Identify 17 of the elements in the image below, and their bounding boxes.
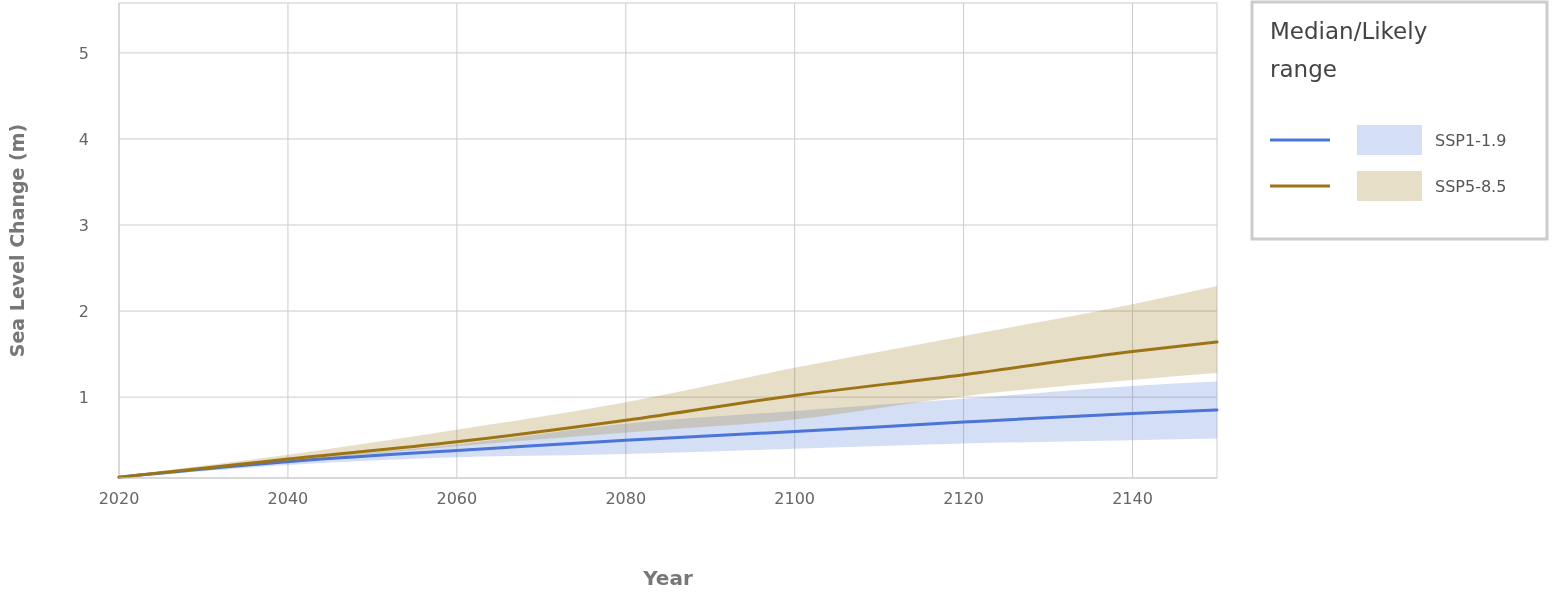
- x-axis-title: Year: [642, 566, 693, 590]
- x-tick-label: 2040: [267, 489, 309, 508]
- y-axis-title: Sea Level Change (m): [6, 123, 28, 358]
- y-tick-label: 3: [78, 216, 89, 236]
- x-tick-label: 2140: [1112, 489, 1153, 508]
- y-tick-label: 4: [78, 129, 89, 149]
- legend-title: Median/Likely range: [1270, 17, 1429, 84]
- x-tick-label: 2080: [605, 489, 647, 508]
- y-tick-label: 5: [78, 43, 89, 63]
- y-tick-label: 1: [78, 388, 89, 408]
- x-tick-label: 2020: [98, 489, 140, 508]
- x-tick-label: 2100: [774, 489, 816, 508]
- y-tick-label: 2: [78, 302, 89, 322]
- x-tick-label: 2060: [436, 489, 478, 508]
- x-tick-label: 2120: [943, 489, 984, 508]
- legend-label: SSP1-1.9: [1435, 131, 1507, 150]
- legend-label: SSP5-8.5: [1435, 177, 1507, 196]
